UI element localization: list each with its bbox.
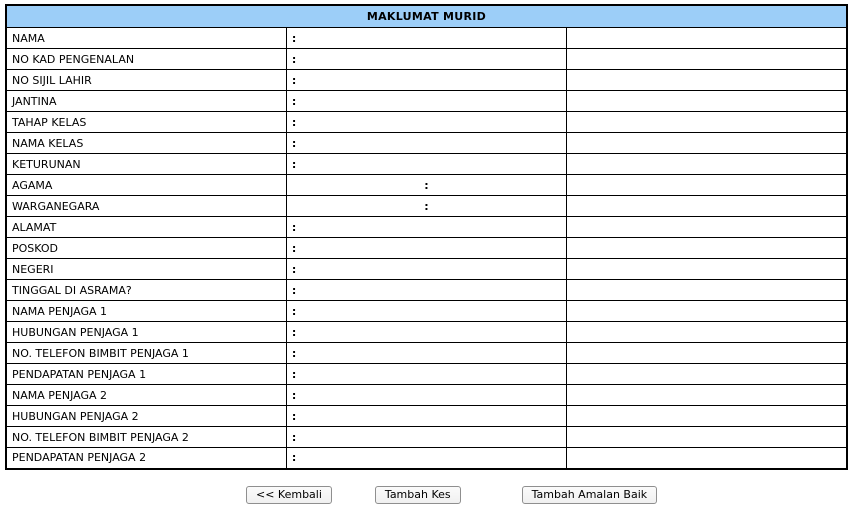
table-row: ALAMAT :	[5, 216, 848, 238]
field-label-negeri: NEGERI	[5, 258, 287, 280]
table-row: HUBUNGAN PENJAGA 1 :	[5, 321, 848, 343]
separator: :	[285, 384, 568, 406]
button-bar: << Kembali Tambah Kes Tambah Amalan Baik	[246, 486, 658, 504]
field-label-no-kad-pengenalan: NO KAD PENGENALAN	[5, 48, 287, 70]
separator: :	[285, 405, 568, 427]
field-label-pendapatan-penjaga-2: PENDAPATAN PENJAGA 2	[5, 447, 287, 469]
table-row: NAMA PENJAGA 2 :	[5, 384, 848, 406]
table-row: PENDAPATAN PENJAGA 1 :	[5, 363, 848, 385]
field-label-no-telefon-bimbit-penjaga-1: NO. TELEFON BIMBIT PENJAGA 1	[5, 342, 287, 364]
table-row: NO. TELEFON BIMBIT PENJAGA 1 :	[5, 342, 848, 364]
table-row: NAMA PENJAGA 1 :	[5, 300, 848, 322]
field-label-nama-penjaga-2: NAMA PENJAGA 2	[5, 384, 287, 406]
field-label-no-sijil-lahir: NO SIJIL LAHIR	[5, 69, 287, 91]
student-info-table: MAKLUMAT MURID NAMA : NO KAD PENGENALAN …	[5, 4, 848, 470]
field-label-pendapatan-penjaga-1: PENDAPATAN PENJAGA 1	[5, 363, 287, 385]
field-value-pendapatan-penjaga-1	[566, 363, 848, 385]
separator: :	[285, 90, 568, 112]
separator: :	[285, 447, 568, 469]
field-label-alamat: ALAMAT	[5, 216, 287, 238]
table-row: NAMA KELAS :	[5, 132, 848, 154]
separator: :	[285, 321, 568, 343]
field-label-poskod: POSKOD	[5, 237, 287, 259]
field-value-pendapatan-penjaga-2	[566, 447, 848, 469]
field-value-nama-penjaga-2	[566, 384, 848, 406]
separator: :	[285, 363, 568, 385]
field-value-no-kad-pengenalan	[566, 48, 848, 70]
separator: :	[285, 69, 568, 91]
separator: :	[285, 426, 568, 448]
separator: :	[285, 111, 568, 133]
field-value-nama-penjaga-1	[566, 300, 848, 322]
field-label-agama: AGAMA	[5, 174, 287, 196]
separator: :	[285, 342, 568, 364]
separator: :	[285, 27, 568, 49]
separator: :	[285, 132, 568, 154]
separator: :	[285, 237, 568, 259]
field-value-alamat	[566, 216, 848, 238]
field-label-nama: NAMA	[5, 27, 287, 49]
table-row: NEGERI :	[5, 258, 848, 280]
table-row: POSKOD :	[5, 237, 848, 259]
separator: :	[285, 258, 568, 280]
field-label-jantina: JANTINA	[5, 90, 287, 112]
table-row: PENDAPATAN PENJAGA 2 :	[5, 447, 848, 469]
separator: :	[285, 300, 568, 322]
table-row: NO SIJIL LAHIR :	[5, 69, 848, 91]
field-value-no-telefon-bimbit-penjaga-1	[566, 342, 848, 364]
field-value-agama	[566, 174, 848, 196]
field-value-no-telefon-bimbit-penjaga-2	[566, 426, 848, 448]
table-row: TINGGAL DI ASRAMA? :	[5, 279, 848, 301]
field-value-no-sijil-lahir	[566, 69, 848, 91]
separator: :	[285, 216, 568, 238]
separator: :	[285, 195, 568, 217]
field-value-warganegara	[566, 195, 848, 217]
field-value-nama	[566, 27, 848, 49]
page-title: MAKLUMAT MURID	[5, 4, 848, 28]
field-label-nama-penjaga-1: NAMA PENJAGA 1	[5, 300, 287, 322]
table-row: JANTINA :	[5, 90, 848, 112]
field-value-tinggal-di-asrama	[566, 279, 848, 301]
table-row: TAHAP KELAS :	[5, 111, 848, 133]
field-label-nama-kelas: NAMA KELAS	[5, 132, 287, 154]
table-row: KETURUNAN :	[5, 153, 848, 175]
field-label-warganegara: WARGANEGARA	[5, 195, 287, 217]
table-row: HUBUNGAN PENJAGA 2 :	[5, 405, 848, 427]
separator: :	[285, 174, 568, 196]
field-value-hubungan-penjaga-2	[566, 405, 848, 427]
table-row: WARGANEGARA :	[5, 195, 848, 217]
add-case-button[interactable]: Tambah Kes	[374, 486, 461, 504]
field-label-keturunan: KETURUNAN	[5, 153, 287, 175]
table-row: AGAMA :	[5, 174, 848, 196]
field-label-hubungan-penjaga-2: HUBUNGAN PENJAGA 2	[5, 405, 287, 427]
separator: :	[285, 279, 568, 301]
field-label-hubungan-penjaga-1: HUBUNGAN PENJAGA 1	[5, 321, 287, 343]
table-row: NAMA :	[5, 27, 848, 49]
field-value-keturunan	[566, 153, 848, 175]
table-header-row: MAKLUMAT MURID	[5, 4, 848, 28]
field-value-tahap-kelas	[566, 111, 848, 133]
table-row: NO KAD PENGENALAN :	[5, 48, 848, 70]
table-row: NO. TELEFON BIMBIT PENJAGA 2 :	[5, 426, 848, 448]
field-value-nama-kelas	[566, 132, 848, 154]
field-label-tahap-kelas: TAHAP KELAS	[5, 111, 287, 133]
field-value-poskod	[566, 237, 848, 259]
field-label-no-telefon-bimbit-penjaga-2: NO. TELEFON BIMBIT PENJAGA 2	[5, 426, 287, 448]
add-good-practice-button[interactable]: Tambah Amalan Baik	[521, 486, 658, 504]
field-value-jantina	[566, 90, 848, 112]
field-value-hubungan-penjaga-1	[566, 321, 848, 343]
separator: :	[285, 153, 568, 175]
field-value-negeri	[566, 258, 848, 280]
separator: :	[285, 48, 568, 70]
back-button[interactable]: << Kembali	[246, 486, 332, 504]
field-label-tinggal-di-asrama: TINGGAL DI ASRAMA?	[5, 279, 287, 301]
